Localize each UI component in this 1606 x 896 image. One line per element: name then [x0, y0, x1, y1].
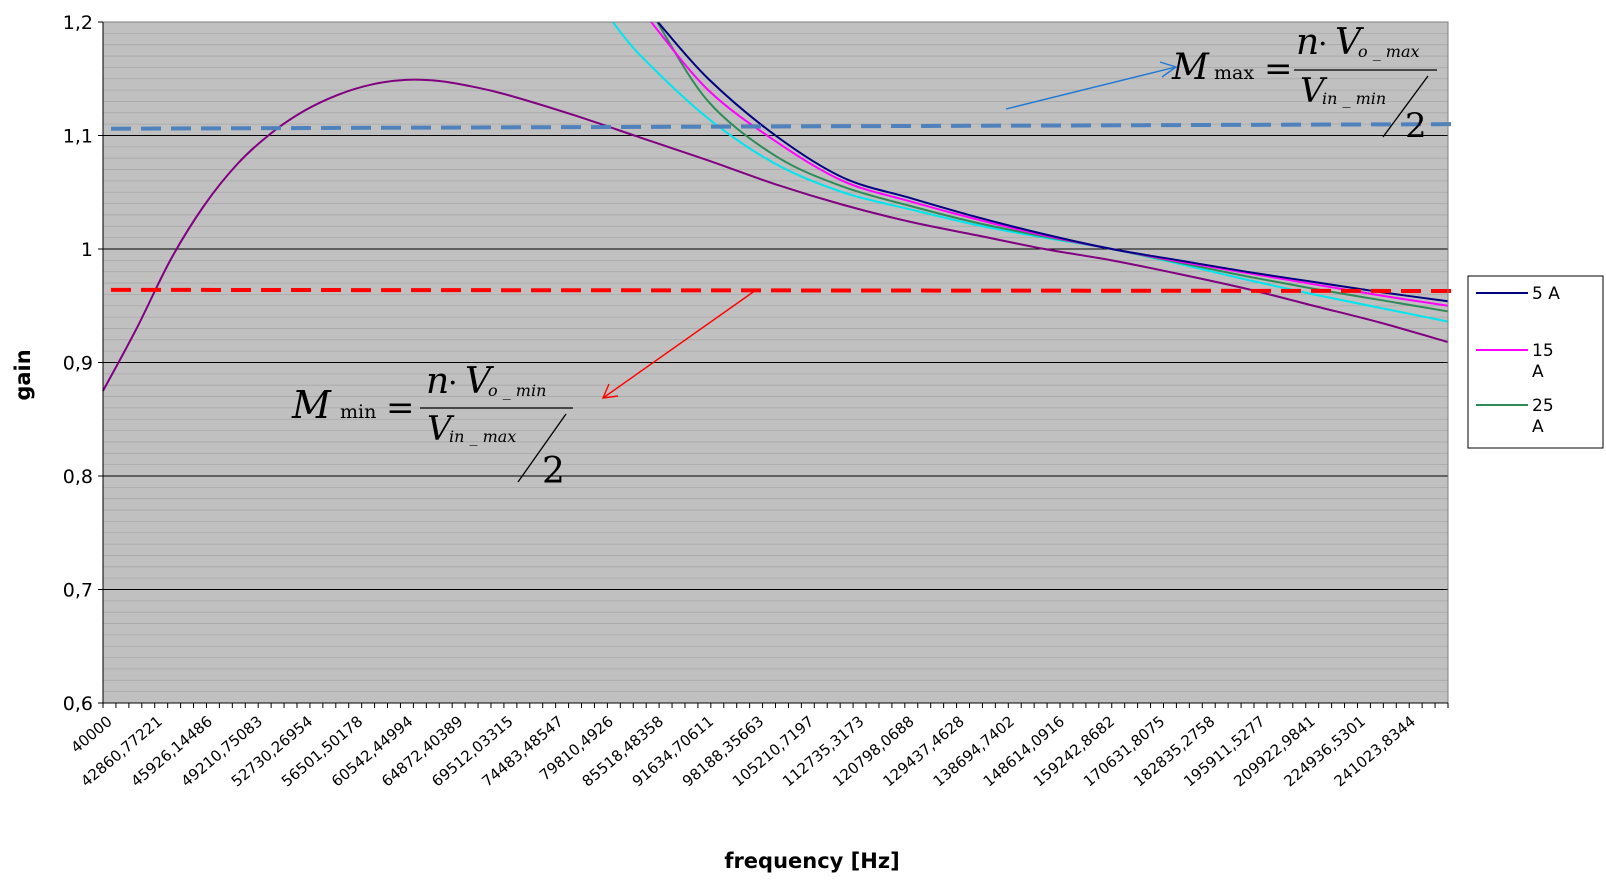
mmax-arrow [1005, 61, 1178, 110]
x-axis-title: frequency [Hz] [724, 849, 899, 873]
series-line-1 [650, 21, 1449, 307]
svg-text:2: 2 [542, 451, 565, 492]
y-tick-label: 0,7 [63, 580, 93, 602]
svg-text:n: n [1296, 22, 1319, 63]
series-line-3 [611, 21, 1449, 323]
legend-label-15a: 15 A [1532, 341, 1559, 382]
svg-text:M: M [1171, 47, 1210, 88]
y-tick-label: 1,2 [63, 12, 93, 34]
major-gridlines [103, 135, 1448, 590]
legend-box [1467, 275, 1604, 449]
svg-text:=: = [386, 388, 415, 428]
svg-text:2: 2 [1405, 106, 1427, 146]
legend-label-15a-unit: A [1532, 362, 1544, 382]
y-tick-label: 0,6 [63, 693, 93, 715]
legend-label-25a-value: 25 [1532, 396, 1554, 416]
reference-line-mmin [110, 287, 1453, 293]
svg-text:max: max [1214, 62, 1254, 84]
svg-text:o _ min: o _ min [488, 381, 546, 400]
svg-text:n: n [426, 361, 449, 402]
reference-lines [110, 122, 1453, 293]
svg-text:=: = [1264, 49, 1293, 89]
legend-label-25a-unit: A [1532, 417, 1544, 437]
x-tick-labels: 4000042860,7722145926,1448649210,7508352… [67, 703, 1449, 790]
y-tick-label: 0,8 [63, 466, 93, 488]
svg-text:V: V [465, 361, 495, 402]
svg-text:V: V [1335, 22, 1365, 63]
series-layer [102, 21, 1449, 392]
svg-text:in _ max: in _ max [449, 427, 516, 446]
series-line-4 [102, 78, 1449, 392]
series-line-0 [657, 21, 1449, 303]
y-axis-title: gain [11, 349, 35, 400]
mmax-formula: M max = n · V o _ max V in _ min 2 [1171, 22, 1437, 146]
svg-text:in _ min: in _ min [1322, 89, 1386, 108]
series-line-2 [656, 21, 1449, 313]
legend-label-5a: 5 A [1532, 284, 1560, 304]
svg-text:V: V [1300, 71, 1328, 111]
mmin-arrow [601, 289, 757, 399]
svg-text:V: V [427, 409, 455, 449]
svg-text:·: · [1318, 27, 1328, 62]
y-tick-label: 1 [81, 239, 93, 261]
y-tick-label: 1,1 [63, 126, 93, 148]
y-tick-labels: 0,6 0,7 0,8 0,9 1 1,1 1,2 [63, 12, 103, 715]
svg-text:M: M [291, 383, 332, 427]
mmin-formula: M min = n · V o _ min V in _ max 2 [291, 361, 573, 492]
reference-line-mmax [110, 122, 1453, 131]
svg-text:·: · [448, 366, 458, 401]
y-tick-label: 0,9 [63, 353, 93, 375]
svg-text:o _ max: o _ max [1358, 42, 1420, 61]
legend-label-25a: 25 A [1532, 396, 1559, 437]
legend-label-15a-value: 15 [1532, 341, 1554, 361]
legend: 5 A 15 A 25 A [1467, 275, 1604, 449]
svg-text:min: min [340, 401, 376, 423]
